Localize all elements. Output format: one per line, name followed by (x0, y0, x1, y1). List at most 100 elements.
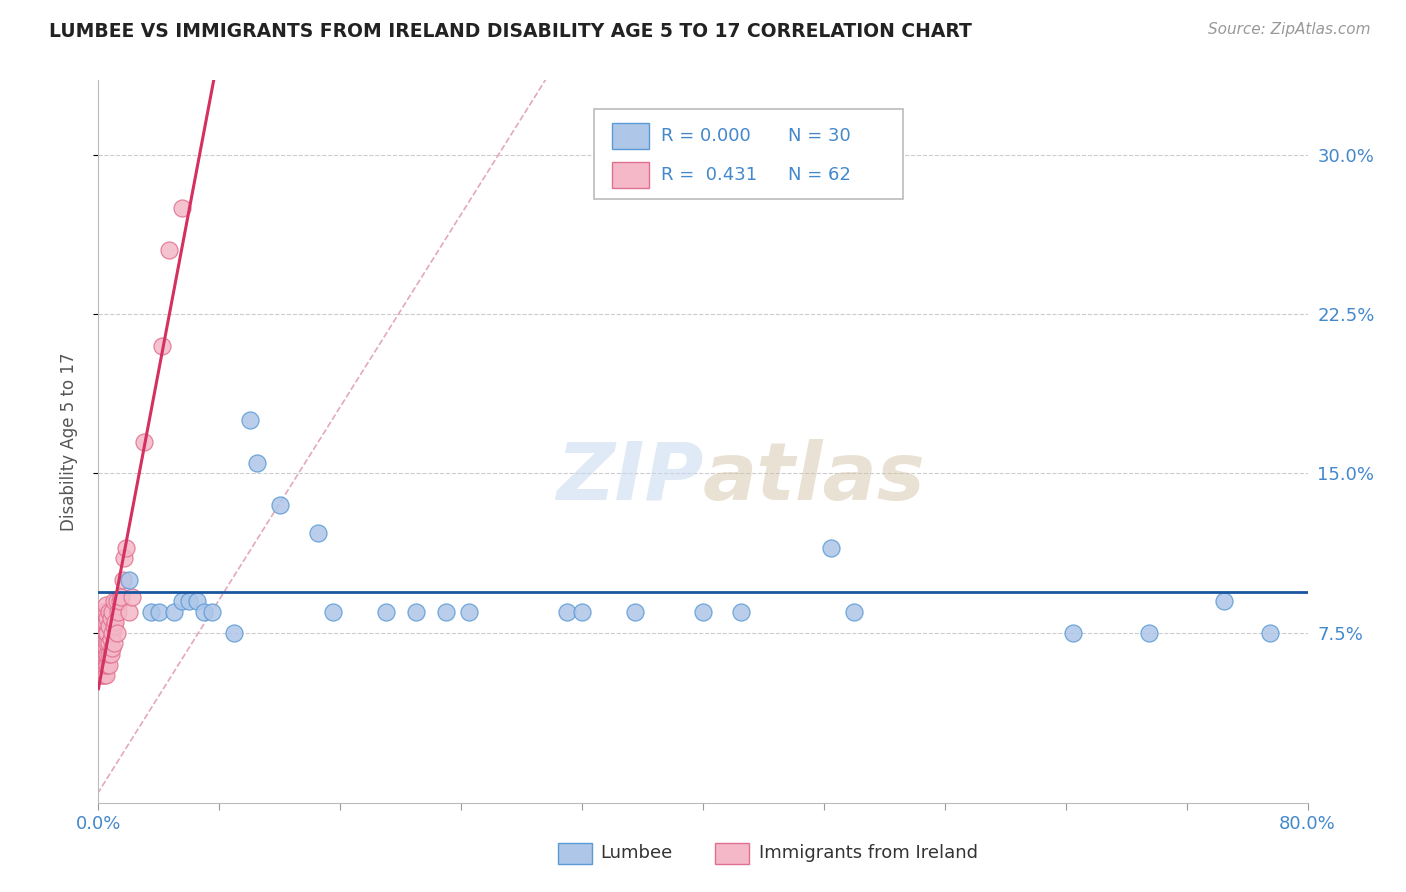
Point (108, 594, 131, 608)
Point (93, 636, 115, 650)
FancyBboxPatch shape (613, 162, 648, 188)
Point (103, 594, 125, 608)
Point (90, 636, 112, 650)
Point (91, 668, 114, 682)
Text: Lumbee: Lumbee (600, 845, 672, 863)
Point (103, 636, 125, 650)
Point (93, 647, 115, 661)
Text: R = 0.000: R = 0.000 (661, 127, 751, 145)
Point (193, 605, 215, 619)
Point (91, 662, 114, 676)
Point (101, 640, 124, 655)
Point (457, 605, 479, 619)
Point (224, 625, 246, 640)
Point (91, 605, 114, 619)
Point (93, 657, 115, 672)
Point (692, 605, 714, 619)
Point (844, 605, 866, 619)
Point (118, 605, 141, 619)
Point (93, 625, 115, 640)
Point (90, 668, 112, 682)
Point (111, 573, 134, 587)
Point (1137, 625, 1160, 640)
Point (100, 611, 122, 625)
Y-axis label: Disability Age 5 to 17: Disability Age 5 to 17 (59, 352, 77, 531)
Point (103, 619, 125, 633)
Point (1258, 625, 1281, 640)
Point (1213, 594, 1236, 608)
Point (118, 573, 141, 587)
Point (98, 647, 121, 661)
Point (93, 668, 115, 682)
Point (94, 640, 117, 655)
Point (179, 594, 201, 608)
Point (269, 498, 291, 512)
Text: N = 30: N = 30 (787, 127, 851, 145)
Point (104, 615, 127, 630)
Point (434, 605, 457, 619)
Text: atlas: atlas (703, 439, 925, 516)
Text: Immigrants from Ireland: Immigrants from Ireland (759, 845, 977, 863)
Point (94, 647, 117, 661)
Point (110, 590, 132, 604)
Point (93, 615, 115, 630)
Point (170, 201, 193, 215)
Point (94, 632, 117, 647)
Text: R =  0.431: R = 0.431 (661, 166, 756, 184)
Point (112, 551, 135, 566)
Point (405, 605, 427, 619)
Point (374, 605, 396, 619)
Point (105, 625, 128, 640)
Point (239, 413, 262, 427)
Point (94, 657, 117, 672)
Point (150, 339, 173, 353)
Point (1062, 625, 1084, 640)
Point (91, 625, 114, 640)
Point (94, 668, 117, 682)
Point (91, 653, 114, 667)
Text: ZIP: ZIP (555, 439, 703, 516)
Point (94, 615, 117, 630)
Text: N = 62: N = 62 (787, 166, 851, 184)
Text: LUMBEE VS IMMIGRANTS FROM IRELAND DISABILITY AGE 5 TO 17 CORRELATION CHART: LUMBEE VS IMMIGRANTS FROM IRELAND DISABI… (49, 22, 972, 41)
Point (98, 619, 121, 633)
Point (121, 590, 143, 604)
Point (107, 605, 129, 619)
Point (96, 636, 118, 650)
Point (141, 605, 163, 619)
Point (159, 244, 181, 258)
Point (96, 611, 118, 625)
Point (322, 605, 344, 619)
Point (91, 615, 114, 630)
Point (100, 647, 122, 661)
Point (91, 645, 114, 659)
Point (100, 632, 122, 647)
Point (96, 657, 118, 672)
FancyBboxPatch shape (613, 123, 648, 149)
Point (91, 636, 114, 650)
Point (730, 605, 752, 619)
Point (98, 605, 121, 619)
Point (170, 594, 193, 608)
Point (96, 647, 118, 661)
Point (101, 625, 124, 640)
Point (98, 657, 121, 672)
Point (94, 598, 117, 612)
Point (105, 594, 128, 608)
FancyBboxPatch shape (716, 843, 749, 864)
Point (132, 434, 155, 449)
Point (246, 456, 269, 470)
Point (93, 605, 115, 619)
Point (820, 541, 842, 555)
Point (114, 541, 136, 555)
Point (555, 605, 578, 619)
Point (101, 605, 124, 619)
Point (163, 605, 186, 619)
Point (90, 657, 112, 672)
Point (571, 605, 593, 619)
Text: Source: ZipAtlas.com: Source: ZipAtlas.com (1208, 22, 1371, 37)
Point (90, 647, 112, 661)
Point (94, 607, 117, 621)
Point (186, 594, 208, 608)
FancyBboxPatch shape (558, 843, 592, 864)
